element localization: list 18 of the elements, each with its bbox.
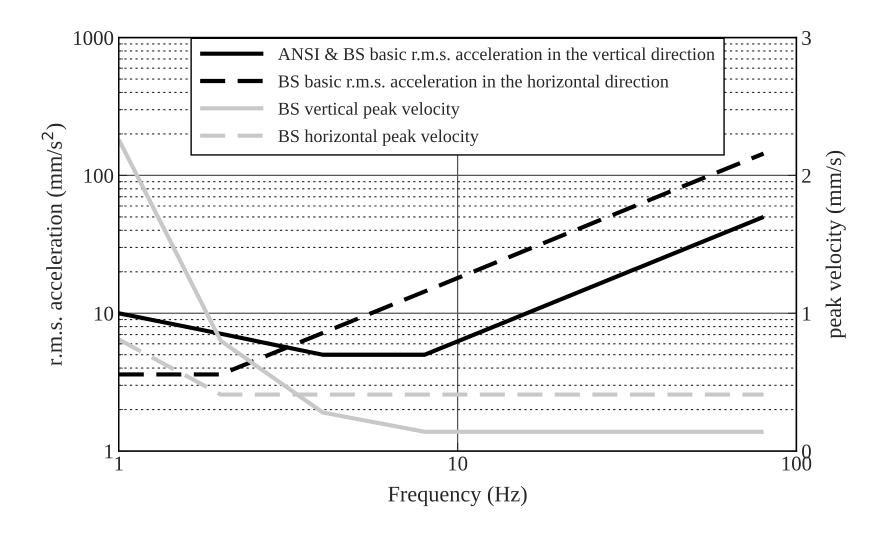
y-tick-label: 1 — [105, 444, 113, 458]
x-tick-label: 1 — [115, 456, 123, 470]
y2-tick-label: 1 — [803, 306, 810, 320]
y2-tick-label: 3 — [802, 31, 811, 46]
y-tick-label: 100 — [84, 168, 114, 183]
y2-tick-label: 0 — [802, 444, 811, 459]
y2-tick-label: 2 — [802, 168, 811, 183]
y-tick-label: 1000 — [74, 30, 114, 46]
legend-label: BS vertical peak velocity — [278, 102, 460, 119]
legend-label: BS horizontal peak velocity — [278, 129, 479, 146]
x-tick-label: 100 — [782, 456, 812, 471]
y-axis-title: r.m.s. acceleration (mm/s$^{2}$) — [42, 124, 66, 366]
x-axis-title: Frequency (Hz) — [388, 486, 527, 506]
y2-axis-title: peak velocity (mm/s) — [826, 150, 846, 338]
legend-label: BS basic r.m.s. acceleration in the horizontal direction — [278, 74, 669, 88]
legend-label: ANSI & BS basic r.m.s. acceleration in the vertical direction — [278, 47, 715, 60]
y-tick-label: 10 — [94, 306, 114, 321]
x-tick-label: 10 — [449, 456, 468, 471]
